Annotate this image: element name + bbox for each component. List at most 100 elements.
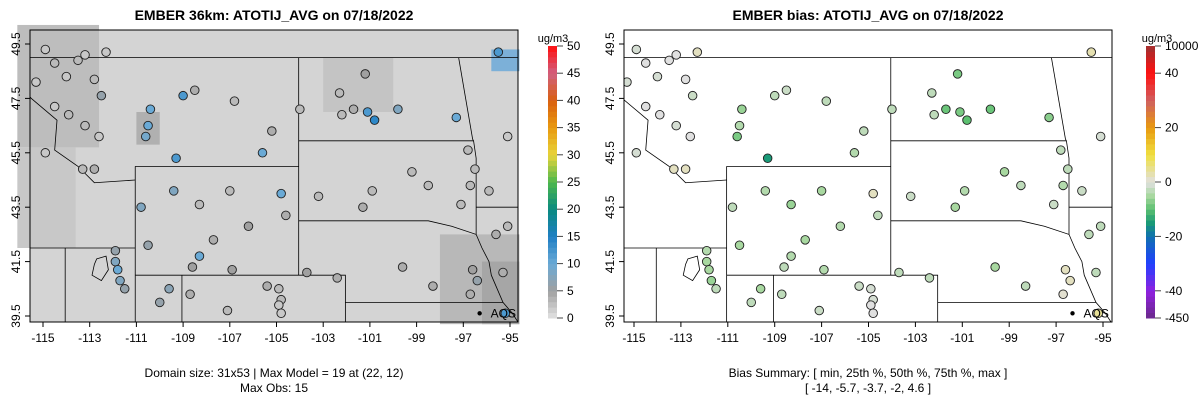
- site-marker: [334, 88, 345, 98]
- colorbar-segment: [1146, 154, 1155, 161]
- site-marker: [49, 101, 60, 112]
- x-tick-label: -103: [903, 331, 927, 345]
- site-marker: [40, 148, 51, 158]
- site-marker: [814, 305, 825, 316]
- site-marker: [112, 265, 123, 275]
- site-marker: [905, 191, 916, 202]
- site-marker: [393, 104, 403, 115]
- site-marker: [171, 153, 181, 163]
- colorbar-segment: [1146, 214, 1155, 221]
- colorbar-segment: [1146, 56, 1155, 63]
- site-marker: [73, 55, 83, 66]
- site-marker: [927, 88, 937, 98]
- aqs-label-dot: [1070, 311, 1075, 316]
- site-marker: [80, 120, 90, 131]
- site-marker: [664, 55, 674, 66]
- colorbar-segment: [548, 138, 557, 145]
- site-marker: [194, 199, 205, 210]
- aqs-label: AQS: [491, 306, 516, 320]
- colorbar-segment: [548, 307, 557, 314]
- colorbar-segment: [1146, 94, 1155, 101]
- site-marker: [119, 284, 130, 294]
- site-marker: [849, 148, 860, 158]
- colorbar-segment: [548, 247, 557, 254]
- site-marker: [227, 265, 237, 275]
- y-tick-label: 47.5: [603, 86, 617, 110]
- site-marker: [868, 308, 878, 319]
- site-marker: [295, 104, 305, 115]
- colorbar-segment: [1146, 111, 1155, 118]
- site-marker: [786, 199, 796, 210]
- site-marker: [313, 191, 324, 202]
- colorbar-segment: [548, 274, 557, 281]
- site-marker: [819, 265, 829, 275]
- colorbar-segment: [1146, 127, 1155, 134]
- site-marker: [631, 148, 642, 158]
- site-marker: [941, 104, 951, 115]
- colorbar-segment: [548, 51, 557, 58]
- colorbar-segment: [548, 220, 557, 227]
- site-marker: [407, 167, 417, 177]
- site-marker: [1058, 180, 1068, 191]
- site-markers: [31, 44, 513, 319]
- great-salt-lake-outline: [91, 255, 109, 282]
- colorbar-segment: [1146, 209, 1155, 216]
- colorbar-segment: [548, 84, 557, 91]
- site-marker: [362, 107, 373, 117]
- colorbar-segment: [1146, 165, 1155, 172]
- site-marker: [866, 284, 876, 294]
- site-marker: [194, 251, 205, 261]
- colorbar-tick-label: 25: [567, 175, 581, 189]
- colorbar-segment: [1146, 236, 1155, 243]
- site-marker: [302, 267, 312, 278]
- site-marker: [164, 284, 174, 294]
- colorbar-segment: [1146, 220, 1155, 227]
- x-tick-label: -97: [455, 331, 473, 345]
- site-marker: [136, 202, 146, 212]
- site-marker: [358, 202, 368, 212]
- colorbar-segment: [1146, 67, 1155, 74]
- x-tick-label: -97: [1047, 331, 1065, 345]
- colorbar-segment: [548, 73, 557, 80]
- colorbar-segment: [1146, 73, 1155, 80]
- site-marker: [1084, 229, 1094, 240]
- x-tick-label: -113: [78, 331, 101, 345]
- site-marker: [63, 109, 74, 120]
- site-marker: [451, 112, 462, 123]
- site-marker: [929, 109, 939, 120]
- state-border-line: [30, 166, 136, 276]
- x-tick-label: -113: [669, 331, 692, 345]
- state-border-line: [726, 274, 939, 322]
- x-tick-label: -103: [311, 331, 335, 345]
- site-marker: [776, 289, 787, 299]
- site-marker: [169, 186, 179, 196]
- site-marker: [680, 164, 691, 174]
- colorbar-tick-label: 50: [567, 39, 581, 53]
- site-marker: [760, 186, 771, 196]
- colorbar-segment: [548, 133, 557, 139]
- colorbar-segment: [1146, 122, 1155, 129]
- site-marker: [243, 221, 254, 231]
- site-marker: [779, 262, 789, 272]
- colorbar-segment: [548, 279, 557, 286]
- site-marker: [225, 186, 235, 196]
- site-marker: [94, 131, 104, 142]
- site-marker: [369, 115, 380, 125]
- colorbar-segment: [548, 46, 557, 52]
- x-tick-label: -99: [1001, 331, 1019, 345]
- left-title: EMBER 36km: ATOTIJ_AVG on 07/18/2022: [135, 7, 414, 23]
- site-marker: [640, 58, 651, 68]
- colorbar-segment: [1146, 274, 1155, 281]
- site-marker: [185, 289, 195, 299]
- colorbar-segment: [548, 269, 557, 275]
- site-marker: [1086, 47, 1097, 57]
- site-marker: [687, 90, 698, 101]
- model-grid-cell: [17, 147, 76, 248]
- colorbar-segment: [548, 241, 557, 248]
- colorbar-segment: [1146, 247, 1155, 254]
- colorbar-segment: [1146, 62, 1155, 69]
- colorbar-tick-label: -450: [1165, 311, 1189, 325]
- colorbar-segment: [548, 198, 557, 205]
- colorbar-segment: [1146, 296, 1155, 303]
